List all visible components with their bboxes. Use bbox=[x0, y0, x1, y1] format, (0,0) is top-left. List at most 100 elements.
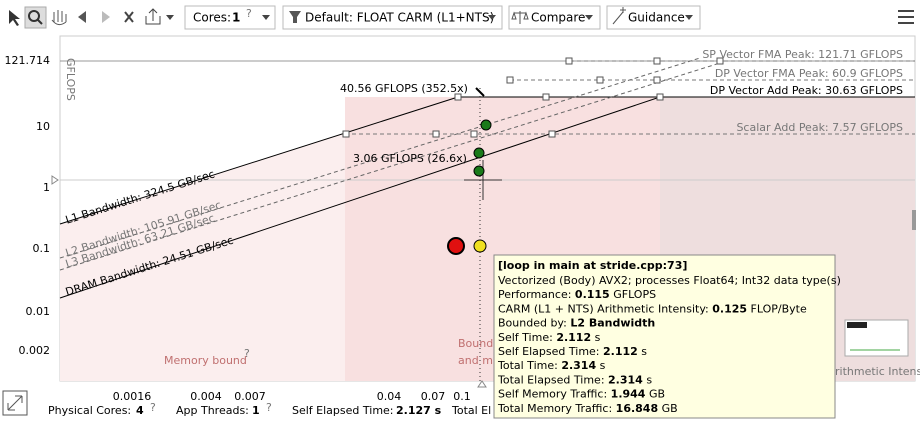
l3-roof bbox=[59, 62, 721, 271]
tooltip-label: Self Memory Traffic: bbox=[498, 388, 611, 401]
x-tick-label: 0.1 bbox=[453, 390, 471, 403]
tooltip-value: 16.848 bbox=[616, 402, 658, 415]
x-tick-label: 0.07 bbox=[421, 390, 446, 403]
tooltip-line: Bounded by: L2 Bandwidth bbox=[498, 317, 655, 330]
region-label: Memory bound bbox=[164, 354, 247, 367]
annotation: 3.06 GFLOPS (26.6x) bbox=[353, 152, 467, 165]
help-mark: ? bbox=[244, 347, 250, 360]
guidance-button[interactable] bbox=[606, 5, 701, 30]
mode-button[interactable] bbox=[282, 5, 503, 30]
roof-pointer bbox=[475, 87, 485, 97]
tooltip-label: GB bbox=[658, 402, 678, 415]
dropdown-arrow bbox=[585, 15, 593, 20]
compare-label: Compare bbox=[531, 11, 585, 25]
clear[interactable] bbox=[124, 11, 134, 23]
loop-dot[interactable] bbox=[473, 147, 485, 159]
mode-label: Default: FLOAT CARM (L1+NTS) bbox=[305, 11, 494, 25]
select-tool[interactable] bbox=[9, 10, 20, 26]
dram-roof bbox=[59, 96, 661, 299]
y-slider[interactable] bbox=[51, 175, 59, 185]
status-bar: Physical Cores: 4 ? App Threads: 1 ? Sel… bbox=[2, 390, 491, 417]
loop-dot[interactable] bbox=[447, 237, 465, 255]
tooltip-label: Bounded by: bbox=[498, 317, 570, 330]
annotation: 40.56 GFLOPS (352.5x) bbox=[340, 82, 468, 95]
loop-dot-selected[interactable] bbox=[473, 239, 487, 253]
tooltip-line: Self Memory Traffic: 1.944 GB bbox=[498, 388, 665, 401]
export-menu[interactable] bbox=[166, 15, 174, 20]
y-tick-label: 10 bbox=[36, 120, 50, 133]
roof-label: SP Vector FMA Peak: 121.71 GFLOPS bbox=[702, 48, 903, 61]
tooltip-lines: Vectorized (Body) AVX2; processes Float6… bbox=[497, 274, 841, 415]
tooltip-value: 0.125 bbox=[712, 302, 747, 315]
status-label: Physical Cores: bbox=[48, 404, 131, 417]
expand-icon bbox=[7, 395, 23, 411]
x-slider[interactable] bbox=[477, 380, 487, 388]
tooltip-label: s bbox=[643, 373, 652, 386]
y-ticks: 121.714 10 1 0.1 0.01 0.002 bbox=[5, 54, 51, 357]
tooltip-label: Performance: bbox=[498, 288, 575, 301]
status-value: 4 bbox=[136, 404, 144, 417]
y-tick-label: 0.002 bbox=[19, 344, 51, 357]
tooltip-line: Total Time: 2.314 s bbox=[497, 359, 606, 372]
x-tick-label: 0.0016 bbox=[113, 390, 152, 403]
l1-roof bbox=[59, 96, 459, 225]
x-tick-label: 0.007 bbox=[234, 390, 266, 403]
roof-label: DP Vector Add Peak: 30.63 GFLOPS bbox=[710, 84, 903, 97]
status-label: App Threads: bbox=[176, 404, 249, 417]
cores-value: 1 bbox=[232, 11, 240, 25]
tooltip-label: Vectorized (Body) AVX2; processes Float6… bbox=[498, 274, 841, 287]
tooltip-line: Vectorized (Body) AVX2; processes Float6… bbox=[498, 274, 841, 287]
dropdown-arrow bbox=[685, 15, 693, 20]
minimap-detail bbox=[847, 322, 867, 328]
x-ticks: 0.0016 0.004 0.007 0.04 0.07 0.1 bbox=[113, 390, 471, 403]
x-tick-label: 0.004 bbox=[190, 390, 222, 403]
tooltip-label: FLOP/Byte bbox=[747, 302, 807, 315]
dropdown-arrow bbox=[262, 15, 270, 20]
tooltip-label: CARM (L1 + NTS) Arithmetic Intensity: bbox=[498, 302, 712, 315]
guidance-label: Guidance bbox=[628, 11, 685, 25]
y-tick-label: 0.1 bbox=[33, 242, 51, 255]
tooltip-line: Self Elapsed Time: 2.112 s bbox=[498, 345, 647, 358]
scale-icon bbox=[511, 11, 529, 24]
wand-icon bbox=[612, 7, 626, 25]
tooltip-value: 2.314 bbox=[561, 359, 596, 372]
region-label: and m bbox=[458, 354, 493, 367]
redo[interactable] bbox=[102, 11, 110, 23]
zoom-tool[interactable] bbox=[24, 6, 47, 29]
tooltip-label: Total Elapsed Time: bbox=[497, 373, 608, 386]
tooltip-label: Self Elapsed Time: bbox=[498, 345, 603, 358]
help-mark: ? bbox=[246, 7, 252, 20]
loop-dot[interactable] bbox=[480, 119, 492, 131]
tooltip-line: Total Memory Traffic: 16.848 GB bbox=[497, 402, 678, 415]
tooltip-label: GB bbox=[645, 388, 665, 401]
pan-tool[interactable] bbox=[51, 10, 67, 26]
y-tick-label: 1 bbox=[43, 181, 50, 194]
tooltip-value: 1.944 bbox=[611, 388, 646, 401]
status-label: Self Elapsed Time: bbox=[292, 404, 394, 417]
zoom-icon bbox=[28, 10, 40, 22]
tooltip-label: Self Time: bbox=[498, 331, 556, 344]
tooltip-label: s bbox=[638, 345, 647, 358]
help-mark: ? bbox=[266, 401, 272, 414]
x-axis-label: rithmetic Intensity) bbox=[835, 365, 920, 378]
dropdown-arrow bbox=[488, 15, 496, 20]
help-mark: ? bbox=[150, 401, 156, 414]
tooltip-value: 2.314 bbox=[608, 373, 643, 386]
menu[interactable] bbox=[898, 10, 914, 24]
zoom-icon-handle bbox=[37, 19, 43, 25]
tooltip-line: Performance: 0.115 GFLOPS bbox=[498, 288, 656, 301]
cores-button[interactable] bbox=[184, 5, 276, 30]
y-axis-label: GFLOPS bbox=[64, 58, 77, 101]
tooltip-label: s bbox=[591, 331, 600, 344]
roof-label: Scalar Add Peak: 7.57 GFLOPS bbox=[736, 121, 903, 134]
undo[interactable] bbox=[78, 11, 86, 23]
filter-icon bbox=[289, 11, 301, 23]
roof-label: DP Vector FMA Peak: 60.9 GFLOPS bbox=[715, 67, 903, 80]
compare-button[interactable] bbox=[508, 5, 601, 30]
status-label: Total El bbox=[451, 404, 491, 417]
region-label: Bound bbox=[458, 337, 493, 350]
scrollbar[interactable] bbox=[912, 210, 916, 230]
export[interactable] bbox=[145, 8, 161, 25]
loop-dot[interactable] bbox=[473, 165, 485, 177]
